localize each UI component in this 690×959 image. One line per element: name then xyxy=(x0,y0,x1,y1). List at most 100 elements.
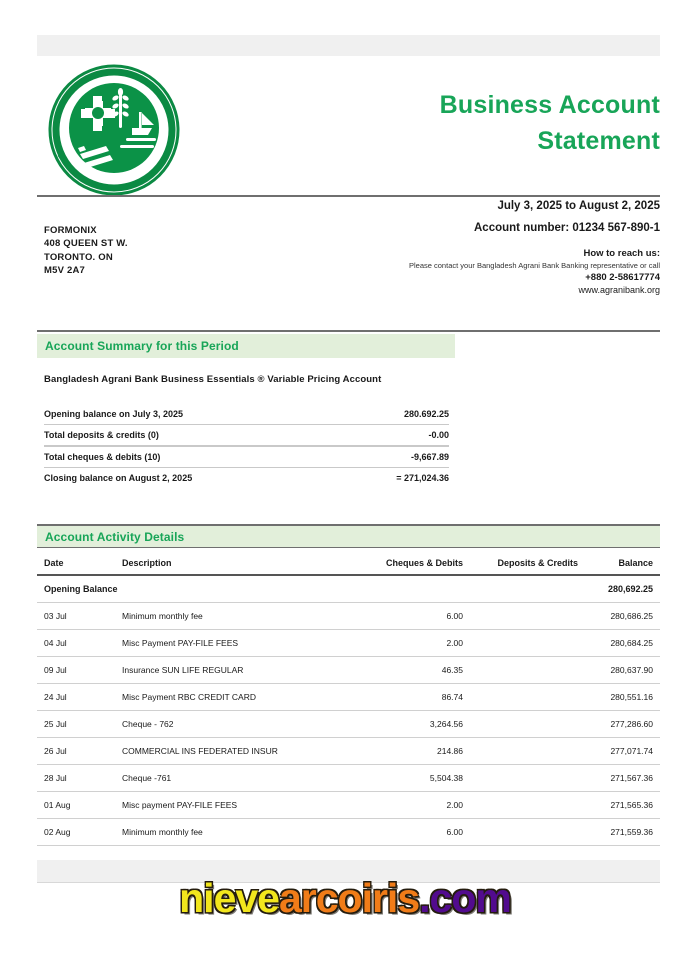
row-credit xyxy=(470,737,585,765)
customer-address-block: FORMONIX 408 QUEEN ST W. TORONTO. ON M5V… xyxy=(44,224,128,278)
row-date: 26 Jul xyxy=(37,737,115,765)
summary-amount: = 271,024.36 xyxy=(396,473,449,483)
table-row: 03 Jul Minimum monthly fee 6.00 280,686.… xyxy=(37,602,660,630)
row-debit: 2.00 xyxy=(345,791,470,819)
bank-website: www.agranibank.org xyxy=(578,285,660,295)
row-date: 01 Aug xyxy=(37,791,115,819)
account-number: Account number: 01234 567-890-1 xyxy=(474,222,660,234)
row-debit: 86.74 xyxy=(345,683,470,711)
statement-meta-block: July 3, 2025 to August 2, 2025 Account n… xyxy=(230,200,660,295)
summary-row: Opening balance on July 3, 2025 280.692.… xyxy=(44,404,449,425)
product-name-line: Bangladesh Agrani Bank Business Essentia… xyxy=(44,374,382,385)
row-description: Minimum monthly fee xyxy=(115,818,345,846)
row-balance: 271,567.36 xyxy=(585,764,660,792)
row-debit: 5,504.38 xyxy=(345,764,470,792)
row-balance: 271,565.36 xyxy=(585,791,660,819)
account-summary-band: Account Summary for this Period xyxy=(37,334,455,358)
row-date: 09 Jul xyxy=(37,656,115,684)
table-row: 26 Jul COMMERCIAL INS FEDERATED INSUR 21… xyxy=(37,737,660,765)
table-row: 25 Jul Cheque - 762 3,264.56 277,286.60 xyxy=(37,710,660,738)
statement-period: July 3, 2025 to August 2, 2025 xyxy=(497,200,660,212)
table-row: 24 Jul Misc Payment RBC CREDIT CARD 86.7… xyxy=(37,683,660,711)
table-row: 02 Aug Minimum monthly fee 6.00 271,559.… xyxy=(37,818,660,846)
bank-logo-icon xyxy=(40,62,188,198)
row-balance: 280,637.90 xyxy=(585,656,660,684)
summary-amount: -9,667.89 xyxy=(342,446,449,468)
row-credit xyxy=(470,818,585,846)
row-date: 24 Jul xyxy=(37,683,115,711)
watermark-part-3: .com xyxy=(419,875,512,921)
row-credit xyxy=(470,629,585,657)
row-description: Minimum monthly fee xyxy=(115,602,345,630)
account-activity-table: Date Description Cheques & Debits Deposi… xyxy=(37,552,660,846)
reach-us-text: Please contact your Bangladesh Agrani Ba… xyxy=(409,261,660,270)
account-activity-band: Account Activity Details xyxy=(37,524,660,548)
summary-row: Total cheques & debits (10) -9,667.89 xyxy=(44,446,449,468)
watermark-part-2: arcoiris xyxy=(278,875,420,921)
row-date: 25 Jul xyxy=(37,710,115,738)
summary-amount: 280.692.25 xyxy=(342,404,449,425)
table-header-row: Date Description Cheques & Debits Deposi… xyxy=(37,552,660,576)
customer-name: FORMONIX xyxy=(44,225,97,236)
row-debit: 46.35 xyxy=(345,656,470,684)
summary-row: Total deposits & credits (0) -0.00 xyxy=(44,424,449,447)
customer-address-line-1: 408 QUEEN ST W. xyxy=(44,238,128,250)
row-debit: 6.00 xyxy=(345,602,470,630)
row-credit xyxy=(470,710,585,738)
row-debit: 3,264.56 xyxy=(345,710,470,738)
row-balance: 271,559.36 xyxy=(585,818,660,846)
row-balance: 280,686.25 xyxy=(585,602,660,630)
bank-phone-number: +880 2-58617774 xyxy=(585,272,660,283)
opening-balance-amount: 280,692.25 xyxy=(585,575,660,603)
summary-label: Opening balance on July 3, 2025 xyxy=(44,404,343,425)
site-watermark: nievearcoiris.com xyxy=(0,878,690,919)
row-debit: 2.00 xyxy=(345,629,470,657)
header-divider xyxy=(37,195,660,197)
summary-label: Total cheques & debits (10) xyxy=(44,446,343,468)
bottom-decorative-band xyxy=(37,860,660,883)
row-balance: 277,071.74 xyxy=(585,737,660,765)
row-description: COMMERCIAL INS FEDERATED INSUR xyxy=(115,737,345,765)
opening-balance-label: Opening Balance xyxy=(37,575,345,603)
row-date: 04 Jul xyxy=(37,629,115,657)
row-description: Cheque - 762 xyxy=(115,710,345,738)
row-description: Misc payment PAY-FILE FEES xyxy=(115,791,345,819)
table-row: 28 Jul Cheque -761 5,504.38 271,567.36 xyxy=(37,764,660,792)
customer-address-line-2: TORONTO. ON xyxy=(44,251,113,263)
opening-balance-credit xyxy=(470,575,585,603)
row-credit xyxy=(470,683,585,711)
row-credit xyxy=(470,602,585,630)
table-row: 09 Jul Insurance SUN LIFE REGULAR 46.35 … xyxy=(37,656,660,684)
column-header-credits: Deposits & Credits xyxy=(470,552,585,576)
summary-amount: -0.00 xyxy=(342,424,449,447)
row-debit: 214.86 xyxy=(345,737,470,765)
opening-balance-debit xyxy=(345,575,470,603)
reach-us-heading: How to reach us: xyxy=(583,248,660,259)
opening-balance-row: Opening Balance 280,692.25 xyxy=(37,575,660,603)
row-credit xyxy=(470,791,585,819)
document-title-line-1: Business Account xyxy=(439,91,660,119)
row-date: 02 Aug xyxy=(37,818,115,846)
summary-label: Closing balance on August 2, 2025 xyxy=(44,473,193,483)
statement-header: Business Account Statement xyxy=(37,60,660,196)
row-description: Misc Payment RBC CREDIT CARD xyxy=(115,683,345,711)
account-summary-table: Opening balance on July 3, 2025 280.692.… xyxy=(44,404,449,488)
row-balance: 277,286.60 xyxy=(585,710,660,738)
column-header-date: Date xyxy=(37,552,115,576)
customer-postal-code: M5V 2A7 xyxy=(44,265,86,277)
table-row: 01 Aug Misc payment PAY-FILE FEES 2.00 2… xyxy=(37,791,660,819)
column-header-balance: Balance xyxy=(585,552,660,576)
summary-top-divider xyxy=(37,330,660,332)
row-description: Misc Payment PAY-FILE FEES xyxy=(115,629,345,657)
document-title-line-2: Statement xyxy=(537,126,660,155)
summary-label: Total deposits & credits (0) xyxy=(44,424,343,447)
summary-row: Closing balance on August 2, 2025 = 271,… xyxy=(44,468,449,489)
row-date: 03 Jul xyxy=(37,602,115,630)
row-debit: 6.00 xyxy=(345,818,470,846)
document-title: Business Account Statement xyxy=(240,88,660,159)
row-balance: 280,684.25 xyxy=(585,629,660,657)
column-header-debits: Cheques & Debits xyxy=(345,552,470,576)
row-credit xyxy=(470,656,585,684)
row-date: 28 Jul xyxy=(37,764,115,792)
